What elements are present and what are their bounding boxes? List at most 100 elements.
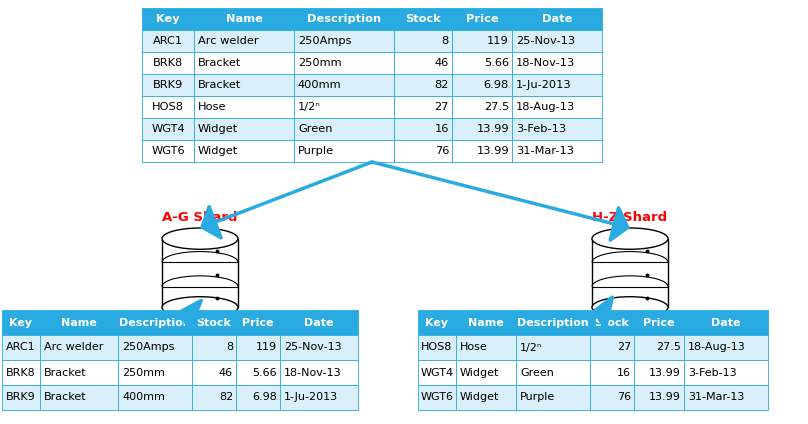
Bar <box>394 8 452 30</box>
Text: 6.98: 6.98 <box>252 393 277 402</box>
Bar <box>2 310 40 335</box>
Bar <box>452 8 512 30</box>
Text: 250mm: 250mm <box>122 368 165 377</box>
Bar <box>684 335 768 360</box>
Bar <box>294 8 394 30</box>
Text: ARC1: ARC1 <box>6 343 36 352</box>
Text: WGT4: WGT4 <box>151 124 185 134</box>
Bar <box>456 310 516 335</box>
Text: 76: 76 <box>435 146 449 156</box>
Bar <box>516 360 590 385</box>
Text: 250Amps: 250Amps <box>122 343 175 352</box>
Text: 82: 82 <box>219 393 233 402</box>
Text: Bracket: Bracket <box>198 80 242 90</box>
Text: Price: Price <box>643 318 675 327</box>
Text: Description: Description <box>517 318 589 327</box>
Text: Key: Key <box>156 14 180 24</box>
Bar <box>394 96 452 118</box>
Bar <box>40 310 118 335</box>
Bar <box>118 335 192 360</box>
Text: 46: 46 <box>435 58 449 68</box>
Ellipse shape <box>592 228 668 249</box>
Bar <box>40 335 118 360</box>
Ellipse shape <box>592 297 668 318</box>
Bar <box>394 52 452 74</box>
Bar <box>142 140 194 162</box>
Text: Date: Date <box>305 318 334 327</box>
Text: Date: Date <box>711 318 741 327</box>
Bar <box>294 96 394 118</box>
Bar <box>452 118 512 140</box>
Bar <box>194 52 294 74</box>
Bar <box>162 239 238 307</box>
Text: WGT6: WGT6 <box>151 146 185 156</box>
Text: 82: 82 <box>435 80 449 90</box>
Bar <box>512 74 602 96</box>
Bar <box>118 360 192 385</box>
Text: Purple: Purple <box>298 146 335 156</box>
Bar <box>394 118 452 140</box>
Bar <box>418 335 456 360</box>
Bar <box>590 360 634 385</box>
Bar <box>118 385 192 410</box>
Text: Hose: Hose <box>198 102 226 112</box>
Bar <box>192 335 236 360</box>
Bar <box>194 74 294 96</box>
Bar <box>236 360 280 385</box>
Bar <box>280 335 358 360</box>
Bar <box>2 385 40 410</box>
Text: Arc welder: Arc welder <box>44 343 103 352</box>
Text: 27: 27 <box>617 343 631 352</box>
Text: 13.99: 13.99 <box>477 146 509 156</box>
Bar <box>40 360 118 385</box>
Bar <box>516 335 590 360</box>
Text: 400mm: 400mm <box>122 393 165 402</box>
Bar <box>2 335 40 360</box>
Text: Widget: Widget <box>460 393 499 402</box>
Text: 3-Feb-13: 3-Feb-13 <box>516 124 566 134</box>
Bar <box>294 74 394 96</box>
Text: BRK8: BRK8 <box>153 58 183 68</box>
Text: 27: 27 <box>435 102 449 112</box>
Text: Name: Name <box>61 318 97 327</box>
Bar <box>2 360 40 385</box>
Text: Widget: Widget <box>460 368 499 377</box>
Bar <box>590 310 634 335</box>
Text: Stock: Stock <box>196 318 231 327</box>
Text: Price: Price <box>465 14 499 24</box>
Bar <box>634 360 684 385</box>
Bar <box>294 140 394 162</box>
Bar <box>512 140 602 162</box>
Text: 1/2ⁿ: 1/2ⁿ <box>520 343 542 352</box>
Bar <box>142 96 194 118</box>
Bar <box>684 360 768 385</box>
Text: Green: Green <box>298 124 333 134</box>
Text: 1-Ju-2013: 1-Ju-2013 <box>516 80 571 90</box>
Bar <box>590 385 634 410</box>
Text: Purple: Purple <box>520 393 555 402</box>
Bar <box>236 385 280 410</box>
Bar <box>592 239 668 307</box>
Bar <box>418 385 456 410</box>
Bar <box>280 360 358 385</box>
Text: 119: 119 <box>256 343 277 352</box>
Text: Widget: Widget <box>198 124 238 134</box>
Bar <box>452 74 512 96</box>
Text: Widget: Widget <box>198 146 238 156</box>
Text: Bracket: Bracket <box>44 393 86 402</box>
Text: BRK9: BRK9 <box>6 393 36 402</box>
Text: 6.98: 6.98 <box>484 80 509 90</box>
Bar <box>418 310 456 335</box>
Bar <box>512 52 602 74</box>
Bar <box>192 360 236 385</box>
Text: Hose: Hose <box>460 343 488 352</box>
Text: Bracket: Bracket <box>198 58 242 68</box>
Bar <box>684 385 768 410</box>
Bar <box>142 74 194 96</box>
Text: 18-Aug-13: 18-Aug-13 <box>516 102 575 112</box>
Text: 3-Feb-13: 3-Feb-13 <box>688 368 737 377</box>
Text: BRK8: BRK8 <box>6 368 36 377</box>
Bar <box>40 385 118 410</box>
Text: 1/2ⁿ: 1/2ⁿ <box>298 102 321 112</box>
Bar <box>194 96 294 118</box>
